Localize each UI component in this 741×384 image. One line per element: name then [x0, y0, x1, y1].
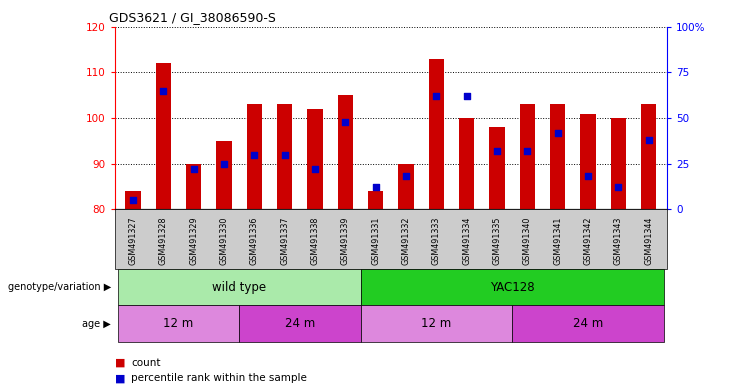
Text: GSM491334: GSM491334 — [462, 217, 471, 265]
Bar — [368, 191, 383, 209]
Point — [491, 148, 503, 154]
Bar — [580, 114, 596, 209]
Bar — [125, 191, 141, 209]
Bar — [338, 95, 353, 209]
Text: GSM491333: GSM491333 — [432, 217, 441, 265]
Point — [582, 174, 594, 180]
Text: YAC128: YAC128 — [490, 281, 534, 293]
Text: GSM491343: GSM491343 — [614, 217, 623, 265]
Text: GSM491328: GSM491328 — [159, 217, 168, 265]
Point — [187, 166, 199, 172]
Text: 24 m: 24 m — [285, 317, 315, 330]
Point — [613, 184, 625, 190]
Bar — [186, 164, 202, 209]
Point — [400, 174, 412, 180]
Text: GSM491338: GSM491338 — [310, 217, 319, 265]
Text: GSM491336: GSM491336 — [250, 217, 259, 265]
Bar — [216, 141, 232, 209]
Text: 12 m: 12 m — [164, 317, 193, 330]
Text: GSM491330: GSM491330 — [219, 217, 228, 265]
Text: GDS3621 / GI_38086590-S: GDS3621 / GI_38086590-S — [110, 11, 276, 24]
Text: wild type: wild type — [212, 281, 266, 293]
Text: ■: ■ — [115, 373, 125, 383]
Bar — [459, 118, 474, 209]
Bar — [429, 59, 444, 209]
Text: 12 m: 12 m — [421, 317, 451, 330]
Bar — [611, 118, 626, 209]
Text: age ▶: age ▶ — [82, 318, 111, 329]
Text: GSM491337: GSM491337 — [280, 217, 289, 265]
Point — [461, 93, 473, 99]
Text: GSM491331: GSM491331 — [371, 217, 380, 265]
Point — [642, 137, 654, 143]
Bar — [399, 164, 413, 209]
Point — [218, 161, 230, 167]
Text: 24 m: 24 m — [573, 317, 603, 330]
Text: GSM491342: GSM491342 — [583, 217, 593, 265]
Point — [248, 151, 260, 157]
Text: genotype/variation ▶: genotype/variation ▶ — [8, 282, 111, 292]
Text: GSM491332: GSM491332 — [402, 217, 411, 265]
Text: GSM491340: GSM491340 — [523, 217, 532, 265]
Text: percentile rank within the sample: percentile rank within the sample — [131, 373, 307, 383]
Point — [157, 88, 169, 94]
Text: GSM491344: GSM491344 — [644, 217, 654, 265]
Text: GSM491327: GSM491327 — [128, 216, 138, 265]
Point — [431, 93, 442, 99]
Text: GSM491329: GSM491329 — [189, 216, 199, 265]
Point — [339, 119, 351, 125]
Bar — [308, 109, 322, 209]
Bar — [156, 63, 171, 209]
Point — [552, 129, 564, 136]
Text: ■: ■ — [115, 358, 125, 368]
Bar — [490, 127, 505, 209]
Bar — [277, 104, 292, 209]
Bar — [519, 104, 535, 209]
Text: count: count — [131, 358, 161, 368]
Point — [370, 184, 382, 190]
Point — [522, 148, 534, 154]
Point — [279, 151, 290, 157]
Point — [309, 166, 321, 172]
Bar — [550, 104, 565, 209]
Text: GSM491341: GSM491341 — [554, 217, 562, 265]
Bar — [247, 104, 262, 209]
Text: GSM491335: GSM491335 — [493, 217, 502, 265]
Bar — [641, 104, 657, 209]
Text: GSM491339: GSM491339 — [341, 217, 350, 265]
Point — [127, 197, 139, 203]
